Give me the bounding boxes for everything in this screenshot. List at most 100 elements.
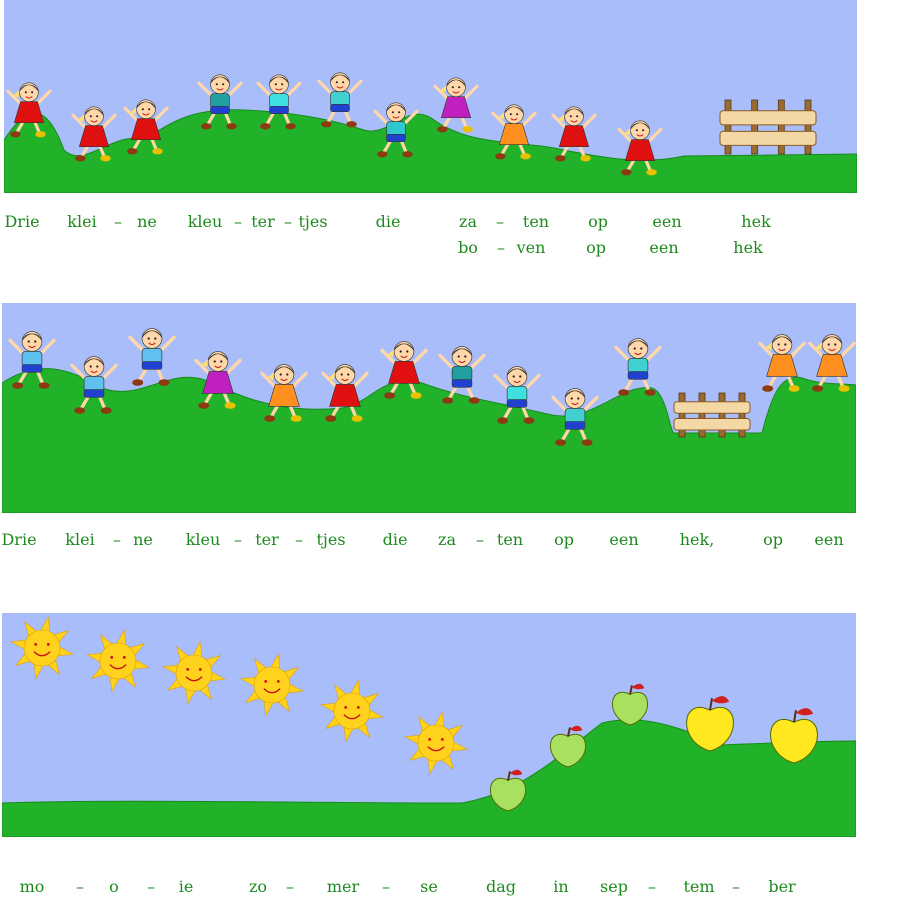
syllable: ten bbox=[522, 212, 550, 231]
boy-figure-icon bbox=[197, 74, 243, 130]
syllable: tjes bbox=[298, 212, 328, 231]
syllable: – bbox=[497, 238, 505, 257]
boy-figure-icon bbox=[317, 72, 363, 128]
syllable: – bbox=[234, 530, 242, 549]
syllable: se bbox=[420, 877, 438, 896]
boy-figure-icon bbox=[128, 328, 176, 386]
sun-icon bbox=[10, 616, 74, 680]
syllable: – bbox=[732, 877, 740, 896]
syllable: mo bbox=[19, 877, 45, 896]
syllable: za bbox=[459, 212, 477, 231]
boy-figure-icon bbox=[438, 346, 486, 404]
syllable: hek, bbox=[679, 530, 715, 549]
syllable: ven bbox=[516, 238, 546, 257]
lyric-row-1-line-1: Drie klei – ne kleu – ter – tjes die za … bbox=[0, 212, 923, 232]
boy-figure-icon bbox=[256, 74, 302, 130]
syllable: die bbox=[382, 530, 408, 549]
scene-panel-1 bbox=[4, 0, 857, 193]
syllable: in bbox=[553, 877, 569, 896]
lyric-row-3-line-1: mo – o – ie zo – mer – se dag in sep – t… bbox=[0, 877, 923, 897]
syllable: op bbox=[586, 238, 606, 257]
syllable: ten bbox=[496, 530, 524, 549]
syllable: hek bbox=[733, 238, 763, 257]
boy-figure-icon bbox=[373, 102, 419, 158]
apple-icon bbox=[770, 708, 818, 764]
syllable: bo bbox=[458, 238, 478, 257]
scene-1-canvas bbox=[4, 0, 857, 193]
syllable: op bbox=[588, 212, 608, 231]
syllable: – bbox=[496, 212, 504, 231]
girl-figure-icon bbox=[491, 104, 537, 160]
scene-2-canvas bbox=[2, 303, 856, 513]
boy-figure-icon bbox=[614, 338, 662, 396]
syllable: ne bbox=[133, 530, 153, 549]
syllable: een bbox=[814, 530, 844, 549]
syllable: tem bbox=[683, 877, 715, 896]
boy-figure-icon bbox=[551, 388, 599, 446]
grass-hills bbox=[2, 368, 856, 513]
syllable: Drie bbox=[1, 530, 37, 549]
sun-icon bbox=[320, 679, 384, 743]
scene-panel-2 bbox=[2, 303, 856, 513]
girl-figure-icon bbox=[808, 334, 856, 392]
sun-icon bbox=[404, 711, 468, 775]
girl-figure-icon bbox=[6, 82, 52, 138]
lyric-row-2-line-1: Drie klei – ne kleu – ter – tjes die za … bbox=[0, 530, 923, 550]
syllable: ne bbox=[137, 212, 157, 231]
syllable: klei bbox=[67, 212, 97, 231]
syllable: zo bbox=[248, 877, 268, 896]
girl-figure-icon bbox=[194, 351, 242, 409]
apple-icon bbox=[686, 696, 734, 752]
apple-icon bbox=[611, 683, 649, 726]
apple-icon bbox=[549, 725, 587, 768]
boy-figure-icon bbox=[8, 331, 56, 389]
boy-figure-icon bbox=[70, 356, 118, 414]
girl-figure-icon bbox=[758, 334, 806, 392]
girl-figure-icon bbox=[551, 106, 597, 162]
lyric-row-1-line-2: bo – ven op een hek bbox=[0, 238, 923, 258]
syllable: kleu bbox=[187, 212, 223, 231]
syllable: op bbox=[554, 530, 574, 549]
syllable: ter bbox=[255, 530, 279, 549]
fence-icon bbox=[719, 99, 817, 155]
girl-figure-icon bbox=[123, 99, 169, 155]
scene-panel-3 bbox=[2, 613, 856, 837]
syllable: hek bbox=[741, 212, 771, 231]
syllable: op bbox=[763, 530, 783, 549]
scene-3-canvas bbox=[2, 613, 856, 837]
syllable: ter bbox=[251, 212, 275, 231]
girl-figure-icon bbox=[71, 106, 117, 162]
syllable: dag bbox=[485, 877, 517, 896]
syllable: – bbox=[382, 877, 390, 896]
syllable: – bbox=[476, 530, 484, 549]
sun-icon bbox=[162, 641, 226, 705]
syllable: Drie bbox=[4, 212, 40, 231]
syllable: een bbox=[649, 238, 679, 257]
syllable: – bbox=[234, 212, 242, 231]
girl-figure-icon bbox=[321, 364, 369, 422]
syllable: – bbox=[648, 877, 656, 896]
girl-figure-icon bbox=[260, 364, 308, 422]
syllable: een bbox=[652, 212, 682, 231]
syllable: – bbox=[76, 877, 84, 896]
apple-icon bbox=[489, 769, 527, 812]
boy-figure-icon bbox=[493, 366, 541, 424]
syllable: – bbox=[295, 530, 303, 549]
syllable: mer bbox=[326, 877, 360, 896]
girl-figure-icon bbox=[617, 120, 663, 176]
girl-figure-icon bbox=[433, 77, 479, 133]
sun-icon bbox=[86, 629, 150, 693]
syllable: – bbox=[147, 877, 155, 896]
syllable: za bbox=[438, 530, 456, 549]
syllable: ber bbox=[768, 877, 796, 896]
syllable: sep bbox=[600, 877, 628, 896]
syllable: die bbox=[375, 212, 401, 231]
syllable: – bbox=[286, 877, 294, 896]
syllable: ie bbox=[178, 877, 194, 896]
syllable: – bbox=[114, 212, 122, 231]
fence-icon bbox=[673, 392, 751, 438]
syllable: kleu bbox=[185, 530, 221, 549]
syllable: tjes bbox=[316, 530, 346, 549]
syllable: klei bbox=[65, 530, 95, 549]
syllable: een bbox=[609, 530, 639, 549]
